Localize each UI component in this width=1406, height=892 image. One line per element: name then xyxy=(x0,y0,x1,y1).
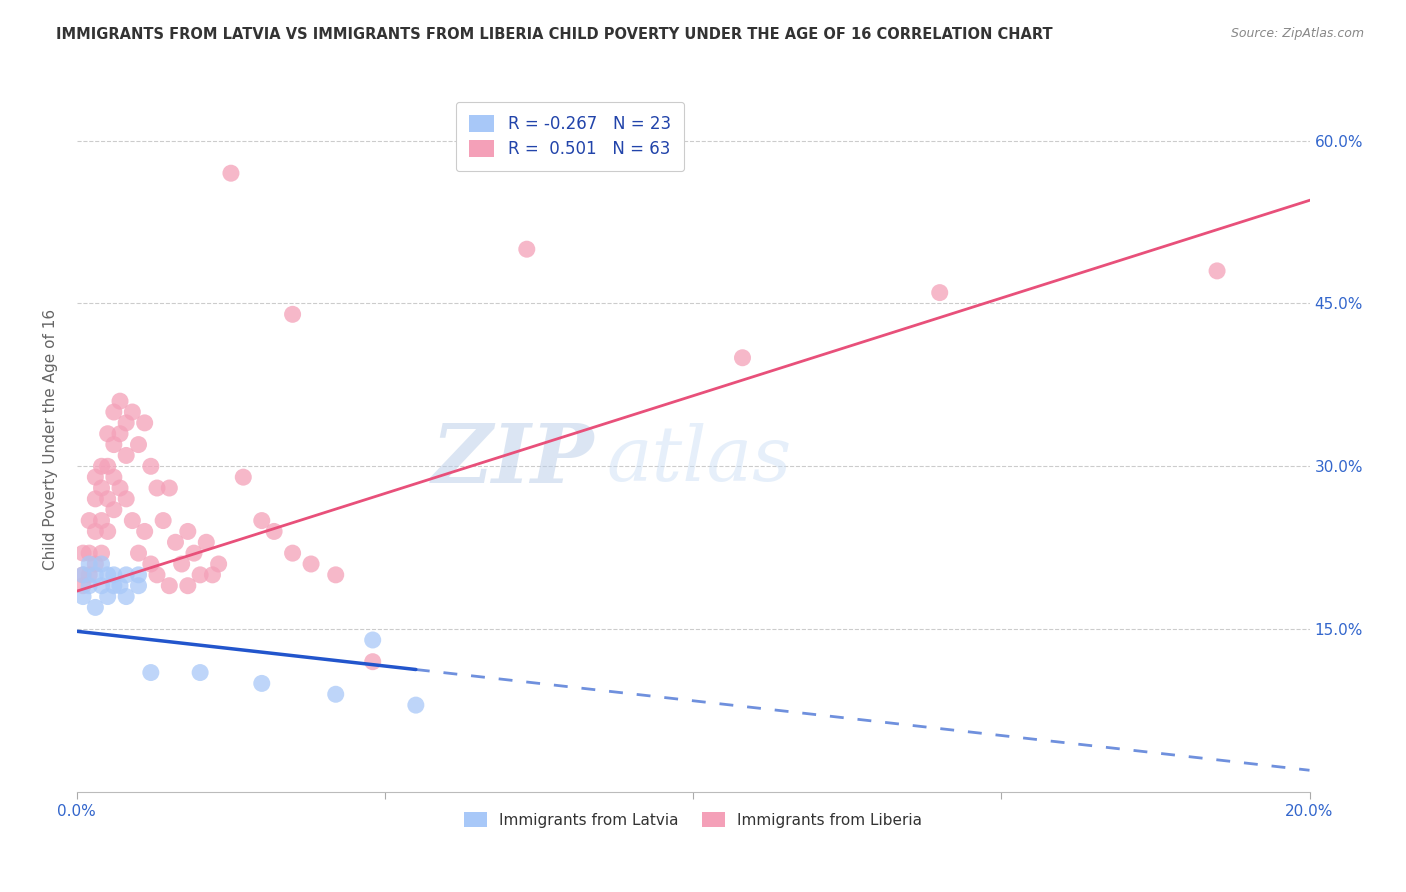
Point xyxy=(128,579,150,593)
Point xyxy=(152,514,174,528)
Point xyxy=(77,514,100,528)
Point xyxy=(103,567,125,582)
Point xyxy=(201,567,224,582)
Point xyxy=(299,557,322,571)
Point xyxy=(108,481,131,495)
Point xyxy=(128,546,150,560)
Point xyxy=(250,514,273,528)
Point xyxy=(325,687,347,701)
Point xyxy=(103,470,125,484)
Point xyxy=(165,535,187,549)
Point xyxy=(115,590,138,604)
Point xyxy=(731,351,754,365)
Point xyxy=(250,676,273,690)
Point xyxy=(139,557,162,571)
Point xyxy=(90,579,112,593)
Point xyxy=(232,470,254,484)
Point xyxy=(115,567,138,582)
Point xyxy=(188,567,211,582)
Point xyxy=(115,416,138,430)
Point xyxy=(108,394,131,409)
Point xyxy=(516,242,538,256)
Point xyxy=(188,665,211,680)
Point xyxy=(281,307,304,321)
Point xyxy=(97,459,120,474)
Point xyxy=(361,655,384,669)
Point xyxy=(103,502,125,516)
Point xyxy=(281,546,304,560)
Point xyxy=(90,481,112,495)
Point xyxy=(84,470,107,484)
Point xyxy=(90,514,112,528)
Point xyxy=(97,426,120,441)
Text: IMMIGRANTS FROM LATVIA VS IMMIGRANTS FROM LIBERIA CHILD POVERTY UNDER THE AGE OF: IMMIGRANTS FROM LATVIA VS IMMIGRANTS FRO… xyxy=(56,27,1053,42)
Point xyxy=(207,557,229,571)
Point xyxy=(72,567,94,582)
Point xyxy=(139,459,162,474)
Point xyxy=(84,567,107,582)
Point xyxy=(84,524,107,539)
Point xyxy=(170,557,193,571)
Point xyxy=(103,405,125,419)
Point xyxy=(115,449,138,463)
Point xyxy=(97,491,120,506)
Point xyxy=(72,567,94,582)
Point xyxy=(90,557,112,571)
Point xyxy=(128,567,150,582)
Point xyxy=(77,546,100,560)
Point xyxy=(121,405,143,419)
Text: ZIP: ZIP xyxy=(432,420,595,500)
Point xyxy=(361,632,384,647)
Point xyxy=(134,524,156,539)
Point xyxy=(77,557,100,571)
Point xyxy=(146,567,169,582)
Point xyxy=(103,437,125,451)
Point xyxy=(108,579,131,593)
Text: atlas: atlas xyxy=(607,424,793,498)
Y-axis label: Child Poverty Under the Age of 16: Child Poverty Under the Age of 16 xyxy=(44,309,58,570)
Point xyxy=(84,600,107,615)
Point xyxy=(263,524,285,539)
Point xyxy=(195,535,218,549)
Point xyxy=(157,481,180,495)
Text: Source: ZipAtlas.com: Source: ZipAtlas.com xyxy=(1230,27,1364,40)
Point xyxy=(115,491,138,506)
Point xyxy=(72,590,94,604)
Point xyxy=(177,524,200,539)
Point xyxy=(77,567,100,582)
Point xyxy=(97,567,120,582)
Point xyxy=(121,514,143,528)
Point xyxy=(72,579,94,593)
Point xyxy=(90,459,112,474)
Point xyxy=(84,557,107,571)
Point xyxy=(177,579,200,593)
Point xyxy=(134,416,156,430)
Point xyxy=(72,546,94,560)
Point xyxy=(157,579,180,593)
Point xyxy=(405,698,427,712)
Point xyxy=(103,579,125,593)
Point xyxy=(108,426,131,441)
Point xyxy=(1206,264,1229,278)
Legend: Immigrants from Latvia, Immigrants from Liberia: Immigrants from Latvia, Immigrants from … xyxy=(458,805,928,834)
Point xyxy=(97,524,120,539)
Point xyxy=(928,285,950,300)
Point xyxy=(90,546,112,560)
Point xyxy=(139,665,162,680)
Point xyxy=(84,491,107,506)
Point xyxy=(183,546,205,560)
Point xyxy=(77,579,100,593)
Point xyxy=(146,481,169,495)
Point xyxy=(325,567,347,582)
Point xyxy=(128,437,150,451)
Point xyxy=(219,166,242,180)
Point xyxy=(97,590,120,604)
